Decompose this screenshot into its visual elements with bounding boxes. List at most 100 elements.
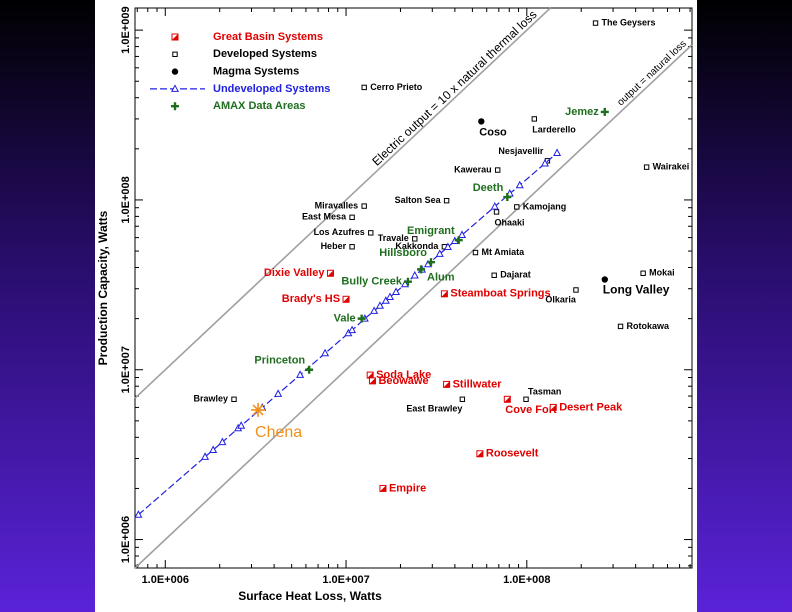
point-label: Desert Peak [559,401,623,413]
marker-plus [403,277,412,286]
point-marker [454,236,463,245]
point-label: Miravalles [315,200,359,210]
point-label: Cove Fort [505,404,557,416]
marker-outline [494,167,501,173]
point-marker [531,116,537,122]
point-marker [201,452,210,460]
point-label: Coso [479,126,507,138]
x-axis-title: Surface Heat Loss, Watts [238,589,382,603]
marker-plus [426,258,435,267]
point-marker [251,402,266,417]
point-marker [134,510,143,518]
point-label: Travale [378,233,409,243]
point-marker [357,314,366,323]
point-marker [423,259,433,268]
marker-outline [172,51,178,57]
marker-outline [459,396,466,402]
point-label: Roosevelt [486,448,539,460]
point-marker [494,167,501,173]
marker-plus [417,265,426,274]
point-marker [368,377,376,385]
point-label: Rotokawa [627,321,671,331]
point-label: Larderello [532,124,576,134]
point-label: Bully Creek [341,276,402,288]
marker-outline [472,249,479,256]
point-marker [274,389,283,397]
point-label: The Geysers [602,17,656,27]
point-marker [296,370,305,378]
marker-outline [381,296,390,304]
point-label: Jemez [565,106,599,118]
point-label: Long Valley [603,283,670,297]
marker-outline [296,370,305,378]
marker-outline [490,202,499,210]
point-marker [435,249,444,257]
point-marker [478,118,485,125]
point-label: Ohaaki [495,217,525,227]
marker-outline [274,389,283,397]
marker-fill [172,34,178,40]
marker-plus [171,102,179,111]
y-axis-title: Production Capacity, Watts [96,210,110,365]
point-marker [412,236,418,242]
point-marker [172,51,178,57]
slide-panel [95,0,697,612]
marker-outline [540,158,549,167]
marker-outline [531,116,537,122]
marker-plus [357,314,366,323]
point-label: Brady's HS [282,293,340,305]
marker-plus [600,107,609,116]
point-marker [385,292,395,301]
point-marker [171,33,179,41]
reference-line-label: output = natural loss [615,39,688,109]
marker-outline [423,259,433,268]
point-label: Kamojang [523,201,567,211]
marker-fill [327,270,334,277]
point-marker [553,148,562,156]
point-marker [476,450,484,458]
point-marker [601,276,608,283]
point-label: Los Azufres [314,227,365,237]
marker-outline [443,197,450,204]
point-marker [366,371,374,379]
marker-outline [218,437,227,446]
marker-dot [171,68,179,75]
point-marker [379,484,387,492]
marker-outline [349,244,355,250]
point-label: Brawley [193,394,228,404]
marker-outline [457,230,467,238]
x-tick-label: 1.0E+006 [142,574,189,586]
point-marker [361,84,367,91]
marker-outline [491,272,497,278]
point-label: East Brawley [406,404,462,414]
point-marker [231,396,237,402]
point-label: Wairakei [653,162,690,172]
point-marker [349,214,355,221]
point-marker [426,258,435,267]
legend-label: Magma Systems [213,66,299,78]
point-marker [410,270,419,279]
point-label: Hillsboro [379,247,427,259]
marker-outline [410,270,419,279]
point-marker [401,279,410,288]
highlight-label: Chena [255,424,302,441]
point-marker [370,306,379,314]
point-label: Tasman [528,387,561,397]
point-marker [171,68,179,75]
point-label: Empire [389,482,426,494]
legend: Great Basin Systems Developed Systems Magm… [150,31,330,112]
point-marker [368,230,374,236]
point-marker [237,421,246,429]
point-label: Deeth [473,182,504,194]
point-marker [617,323,624,330]
point-marker [440,290,448,298]
point-marker [348,325,357,334]
marker-fill [441,290,448,297]
y-tick-label: 1.0E+008 [120,176,132,223]
point-label: Dajarat [500,270,531,280]
point-marker [540,158,549,167]
point-marker [170,84,180,92]
point-marker [640,270,646,276]
